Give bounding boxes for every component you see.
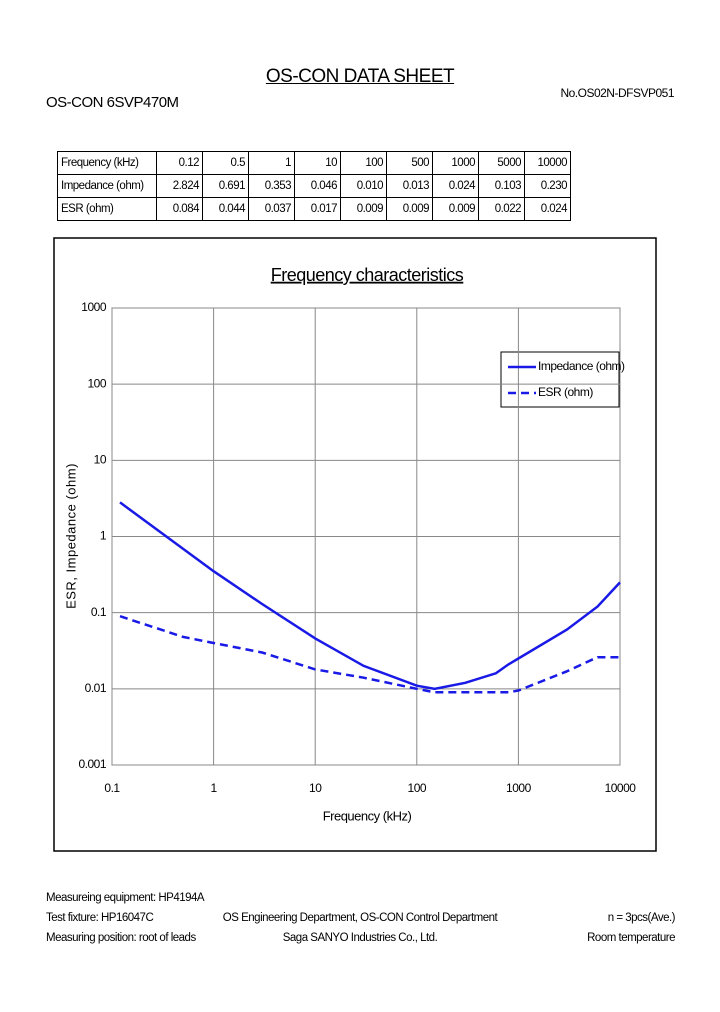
table-cell: 0.017 xyxy=(294,197,341,221)
table-cell: 0.691 xyxy=(202,174,249,198)
footer-center-2: Saga SANYO Industries Co., Ltd. xyxy=(282,932,438,944)
table-cell: 1000 xyxy=(432,151,479,175)
footer-left-2: Test fixture: HP16047C xyxy=(46,912,154,924)
table-cell: 10 xyxy=(294,151,341,175)
table-cell: 100 xyxy=(340,151,387,175)
document-title: OS-CON DATA SHEET xyxy=(265,66,455,87)
y-tick-label: 0.001 xyxy=(78,757,106,771)
table-cell: 0.353 xyxy=(248,174,295,198)
chart-frame xyxy=(53,237,657,852)
model-name: OS-CON 6SVP470M xyxy=(46,94,179,111)
y-tick-label: 0.01 xyxy=(85,681,107,695)
table-row: Impedance (ohm) 2.824 0.691 0.353 0.046 0.010… xyxy=(57,174,571,198)
x-tick-label: 1 xyxy=(211,781,218,795)
y-axis-label: ESR, Impedance (ohm) xyxy=(63,463,78,609)
table-cell: 0.230 xyxy=(524,174,571,198)
footer-left-1: Measureing equipment: HP4194A xyxy=(46,892,205,904)
x-tick-label: 0.1 xyxy=(104,781,120,795)
legend-label: Impedance (ohm) xyxy=(538,359,625,373)
document-number: No.OS02N-DFSVP051 xyxy=(560,86,674,100)
table-cell: 0.022 xyxy=(478,197,525,221)
footer-right-2: Room temperature xyxy=(587,932,675,944)
x-tick-label: 10 xyxy=(309,781,322,795)
x-tick-label: 10000 xyxy=(605,781,637,795)
footer-left-3: Measuring position: root of leads xyxy=(46,932,196,944)
x-axis-label: Frequency (kHz) xyxy=(323,808,412,823)
table-cell: 0.12 xyxy=(156,151,203,175)
legend-box xyxy=(500,351,620,408)
y-tick-label: 1000 xyxy=(81,300,107,314)
footer-center-1: OS Engineering Department, OS-CON Contro… xyxy=(222,912,498,924)
chart-title: Frequency characteristics xyxy=(271,265,464,285)
table-cell: 0.084 xyxy=(156,197,203,221)
footer-right-1: n = 3pcs(Ave.) xyxy=(607,912,676,924)
legend-label: ESR (ohm) xyxy=(538,385,593,399)
y-tick-label: 0.1 xyxy=(91,605,107,619)
y-tick-label: 10 xyxy=(94,453,107,467)
y-tick-label: 100 xyxy=(87,376,106,390)
table-cell: 0.024 xyxy=(524,197,571,221)
table-cell: 10000 xyxy=(524,151,571,175)
x-tick-label: 100 xyxy=(408,781,427,795)
y-tick-label: 1 xyxy=(100,529,107,543)
table-cell: 5000 xyxy=(478,151,525,175)
table-cell: 1 xyxy=(248,151,295,175)
data-table: Frequency (kHz) 0.12 0.5 1 10 100 500 1000 5000 1… xyxy=(57,151,571,221)
row-header: Impedance (ohm) xyxy=(57,174,157,198)
series-line xyxy=(119,501,621,691)
table-cell: 0.044 xyxy=(202,197,249,221)
table-row: ESR (ohm) 0.084 0.044 0.037 0.017 0.009 0.009 0… xyxy=(57,197,571,221)
table-cell: 0.009 xyxy=(386,197,433,221)
row-header: Frequency (kHz) xyxy=(57,151,157,175)
series-line xyxy=(119,615,620,694)
table-cell: 0.009 xyxy=(432,197,479,221)
table-cell: 0.010 xyxy=(340,174,387,198)
x-tick-label: 1000 xyxy=(506,781,532,795)
row-header: ESR (ohm) xyxy=(57,197,157,221)
table-row: Frequency (kHz) 0.12 0.5 1 10 100 500 1000 5000 1… xyxy=(57,151,571,175)
table-cell: 500 xyxy=(386,151,433,175)
table-cell: 0.046 xyxy=(294,174,341,198)
table-cell: 0.009 xyxy=(340,197,387,221)
